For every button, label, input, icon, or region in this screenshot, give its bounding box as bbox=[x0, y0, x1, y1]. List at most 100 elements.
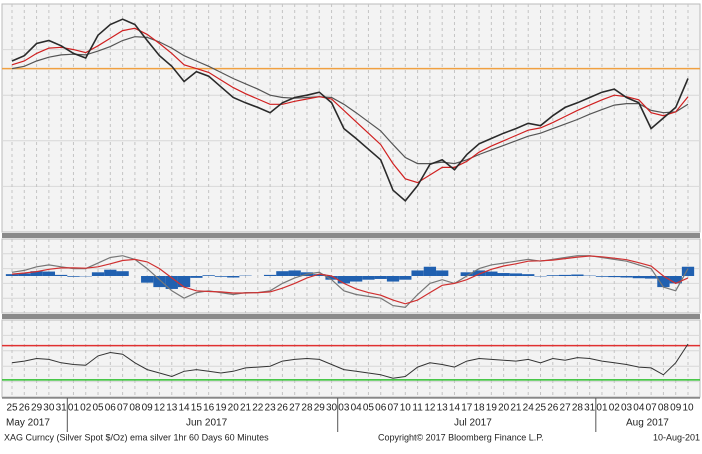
histogram-bar bbox=[669, 276, 682, 284]
x-tick-label: 16 bbox=[203, 403, 215, 414]
histogram-bar bbox=[177, 276, 191, 288]
histogram-bar bbox=[325, 276, 338, 280]
histogram-bar bbox=[632, 276, 645, 279]
x-tick-label: 27 bbox=[560, 403, 572, 414]
x-tick-label: 26 bbox=[19, 403, 31, 414]
histogram-bar bbox=[214, 276, 228, 277]
histogram-bar bbox=[497, 273, 510, 276]
histogram-bar bbox=[423, 266, 437, 276]
x-tick-label: 07 bbox=[117, 403, 129, 414]
histogram-bar bbox=[141, 276, 154, 283]
plot-area bbox=[1, 319, 701, 398]
histogram-bar bbox=[5, 274, 19, 276]
x-tick-label: 12 bbox=[154, 403, 166, 414]
histogram-bar bbox=[681, 266, 695, 276]
histogram-bar bbox=[485, 271, 498, 276]
x-tick-label: 24 bbox=[523, 403, 535, 414]
x-tick-label: 29 bbox=[31, 403, 43, 414]
histogram-bar bbox=[399, 276, 412, 280]
x-tick-label: 20 bbox=[498, 403, 510, 414]
histogram-bar bbox=[104, 269, 117, 276]
histogram-bar bbox=[288, 270, 301, 276]
histogram-bar bbox=[436, 270, 449, 276]
histogram-bar bbox=[571, 274, 584, 276]
x-tick-label: 19 bbox=[215, 403, 227, 414]
x-tick-label: 20 bbox=[228, 403, 240, 414]
x-tick-label: 21 bbox=[510, 403, 522, 414]
x-tick-label: 25 bbox=[535, 403, 547, 414]
month-label: Aug 2017 bbox=[626, 418, 669, 429]
histogram-bar bbox=[472, 270, 486, 276]
histogram-bar bbox=[91, 272, 105, 276]
histogram-bar bbox=[116, 271, 129, 276]
x-tick-label: 05 bbox=[92, 403, 104, 414]
histogram-bar bbox=[595, 276, 609, 277]
x-tick-label: 17 bbox=[461, 403, 473, 414]
x-tick-label: 23 bbox=[265, 403, 277, 414]
histogram-bar bbox=[522, 274, 535, 276]
histogram-bar bbox=[460, 272, 473, 276]
histogram-bar bbox=[411, 270, 424, 276]
histogram-bar bbox=[202, 275, 215, 276]
x-tick-label: 30 bbox=[326, 403, 338, 414]
x-tick-label: 10 bbox=[400, 403, 412, 414]
x-tick-label: 06 bbox=[375, 403, 387, 414]
x-tick-label: 07 bbox=[646, 403, 658, 414]
month-label: Jun 2017 bbox=[186, 418, 228, 429]
histogram-bar bbox=[227, 276, 240, 278]
plot-area bbox=[1, 3, 701, 233]
x-tick-label: 02 bbox=[80, 403, 92, 414]
histogram-bar bbox=[67, 276, 80, 277]
histogram-bar bbox=[18, 273, 31, 276]
footer-description: XAG Curncy (Silver Spot $/Oz) ema silver… bbox=[4, 432, 269, 442]
x-tick-label: 26 bbox=[277, 403, 289, 414]
separator bbox=[2, 314, 700, 319]
histogram-bar bbox=[55, 274, 68, 276]
x-tick-label: 31 bbox=[56, 403, 68, 414]
x-tick-label: 10 bbox=[682, 403, 694, 414]
month-label: May 2017 bbox=[6, 418, 50, 429]
x-tick-label: 12 bbox=[424, 403, 436, 414]
x-tick-label: 05 bbox=[363, 403, 375, 414]
histogram-bar bbox=[153, 276, 166, 288]
x-tick-label: 19 bbox=[486, 403, 498, 414]
histogram-bar bbox=[362, 276, 375, 280]
x-tick-label: 04 bbox=[351, 403, 363, 414]
x-tick-label: 01 bbox=[596, 403, 608, 414]
x-tick-label: 01 bbox=[68, 403, 80, 414]
x-tick-label: 14 bbox=[179, 403, 191, 414]
series-line bbox=[11, 343, 689, 379]
x-tick-label: 29 bbox=[314, 403, 326, 414]
x-tick-label: 02 bbox=[609, 403, 621, 414]
x-tick-label: 09 bbox=[670, 403, 682, 414]
x-tick-label: 15 bbox=[191, 403, 203, 414]
x-tick-label: 22 bbox=[252, 403, 264, 414]
x-tick-label: 27 bbox=[289, 403, 301, 414]
month-label: Jul 2017 bbox=[454, 418, 492, 429]
series-line bbox=[11, 18, 689, 202]
histogram-bar bbox=[386, 276, 400, 282]
footer-date: 10-Aug-201 bbox=[653, 432, 700, 442]
x-tick-label: 25 bbox=[6, 403, 18, 414]
panels bbox=[1, 3, 701, 398]
series-line bbox=[11, 27, 689, 184]
series-line bbox=[11, 255, 689, 305]
x-tick-label: 03 bbox=[338, 403, 350, 414]
x-tick-label: 31 bbox=[584, 403, 596, 414]
histogram-bar bbox=[42, 271, 56, 276]
histogram-bar bbox=[644, 276, 658, 279]
histogram-bar bbox=[263, 274, 277, 276]
x-tick-label: 28 bbox=[572, 403, 584, 414]
histogram-bar bbox=[558, 274, 572, 276]
separator bbox=[2, 233, 700, 238]
histogram-bar bbox=[608, 276, 621, 278]
footer-copyright: Copyright© 2017 Bloomberg Finance L.P. bbox=[378, 432, 544, 442]
histogram-bar bbox=[657, 276, 670, 288]
x-tick-label: 06 bbox=[105, 403, 117, 414]
series-line bbox=[11, 255, 689, 309]
x-tick-label: 26 bbox=[547, 403, 559, 414]
x-tick-label: 08 bbox=[658, 403, 670, 414]
x-tick-label: 30 bbox=[43, 403, 55, 414]
x-tick-label: 11 bbox=[412, 403, 423, 414]
